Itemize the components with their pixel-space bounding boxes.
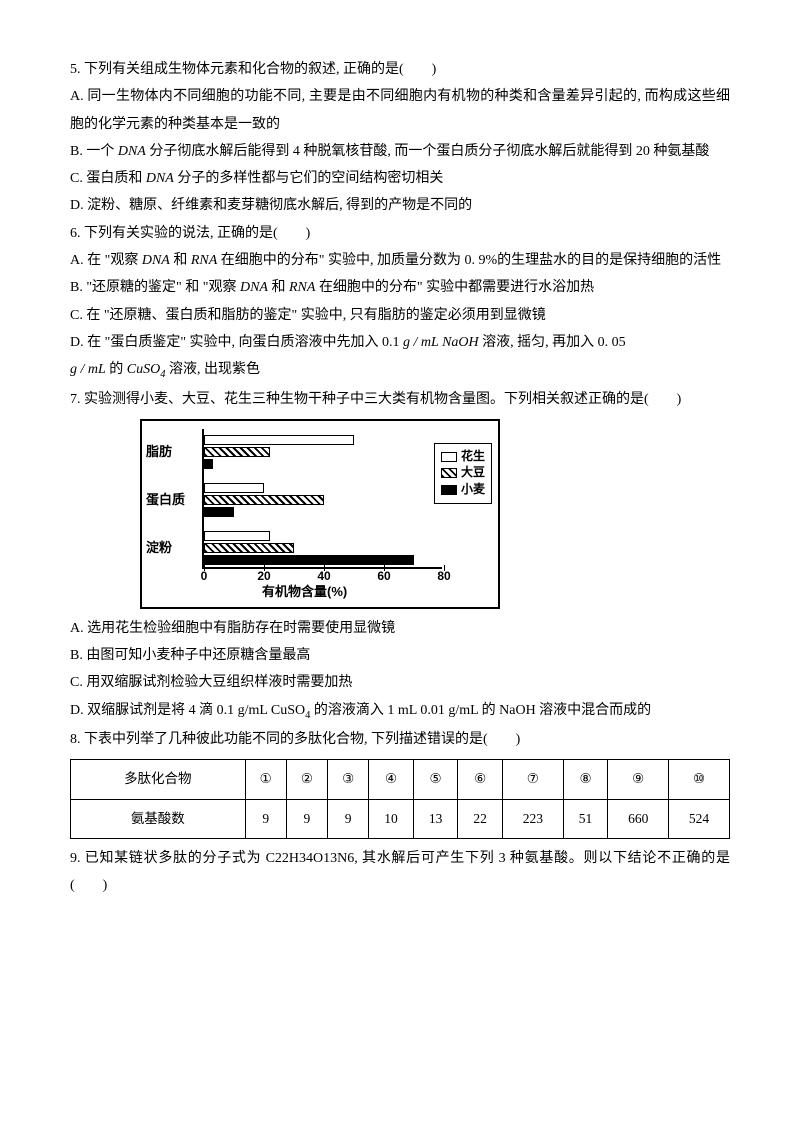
cuso4-text: CuSO: [127, 362, 160, 377]
q7-stem: 7. 实验测得小麦、大豆、花生三种生物干种子中三大类有机物含量图。下列相关叙述正…: [70, 386, 730, 413]
ylabel-protein: 蛋白质: [146, 487, 185, 512]
dna-text: DNA: [142, 253, 170, 268]
cell: 660: [608, 799, 669, 838]
tick-80: 80: [437, 565, 450, 588]
q6-option-d: D. 在 "蛋白质鉴定" 实验中, 向蛋白质溶液中先加入 0.1 g / mL …: [70, 329, 730, 356]
cell: 13: [413, 799, 458, 838]
chart-xlabel: 有机物含量(%): [262, 579, 347, 604]
bar-area: 0 20 40 60 80: [202, 429, 442, 569]
bar-star-wheat: [204, 555, 414, 565]
text: B. "还原糖的鉴定" 和 "观察: [70, 280, 240, 295]
table-row: 氨基酸数 9 9 9 10 13 22 223 51 660 524: [71, 799, 730, 838]
gpml-text: g / mL: [403, 335, 439, 350]
text: C. 蛋白质和: [70, 171, 146, 186]
q8-stem: 8. 下表中列举了几种彼此功能不同的多肽化合物, 下列描述错误的是( ): [70, 726, 730, 753]
row1-label: 多肽化合物: [71, 760, 246, 799]
dna-text: DNA: [240, 280, 268, 295]
text: 分子彻底水解后能得到 4 种脱氧核苷酸, 而一个蛋白质分子彻底水解后就能得到 2…: [146, 144, 710, 159]
q5-option-b: B. 一个 DNA 分子彻底水解后能得到 4 种脱氧核苷酸, 而一个蛋白质分子彻…: [70, 138, 730, 165]
text: D. 双缩脲试剂是将 4 滴 0.1 g/mL CuSO: [70, 703, 305, 718]
text: 溶液, 摇匀, 再加入 0. 05: [479, 335, 626, 350]
cell: ⑦: [502, 760, 563, 799]
gpml-text: g / mL: [70, 362, 106, 377]
bar-fat-soy: [204, 447, 270, 457]
text: 的溶液滴入 1 mL 0.01 g/mL 的 NaOH 溶液中混合而成的: [310, 703, 651, 718]
text: A. 在 "观察: [70, 253, 142, 268]
text: D. 在 "蛋白质鉴定" 实验中, 向蛋白质溶液中先加入 0.1: [70, 335, 403, 350]
naoh-text: NaOH: [439, 335, 479, 350]
organic-content-chart: 脂肪 蛋白质 淀粉 0 20 40 60 80 花生 大豆 小麦: [140, 419, 500, 609]
cell: 51: [563, 799, 608, 838]
bar-prot-peanut: [204, 483, 264, 493]
q5-option-d: D. 淀粉、糖原、纤维素和麦芽糖彻底水解后, 得到的产物是不同的: [70, 192, 730, 219]
cell: ⑥: [458, 760, 503, 799]
bar-fat-peanut: [204, 435, 354, 445]
q7-option-d: D. 双缩脲试剂是将 4 滴 0.1 g/mL CuSO4 的溶液滴入 1 mL…: [70, 697, 730, 726]
q7-option-b: B. 由图可知小麦种子中还原糖含量最高: [70, 642, 730, 669]
swatch-black: [441, 485, 457, 495]
q7-option-a: A. 选用花生检验细胞中有脂肪存在时需要使用显微镜: [70, 615, 730, 642]
cell: 9: [286, 799, 327, 838]
cell: ⑨: [608, 760, 669, 799]
cell: ④: [369, 760, 414, 799]
text: 在细胞中的分布" 实验中, 加质量分数为 0. 9%的生理盐水的目的是保持细胞的…: [217, 253, 721, 268]
text: 溶液, 出现紫色: [166, 362, 261, 377]
swatch-hatch: [441, 468, 457, 478]
ylabel-fat: 脂肪: [146, 439, 172, 464]
cell: ③: [328, 760, 369, 799]
text: 在细胞中的分布" 实验中都需要进行水浴加热: [315, 280, 594, 295]
q6-stem: 6. 下列有关实验的说法, 正确的是( ): [70, 220, 730, 247]
bar-star-peanut: [204, 531, 270, 541]
q7-option-c: C. 用双缩脲试剂检验大豆组织样液时需要加热: [70, 669, 730, 696]
q6-option-d-cont: g / mL 的 CuSO4 溶液, 出现紫色: [70, 356, 730, 385]
text: 分子的多样性都与它们的空间结构密切相关: [174, 171, 444, 186]
cell: ⑩: [669, 760, 730, 799]
peptide-table: 多肽化合物 ① ② ③ ④ ⑤ ⑥ ⑦ ⑧ ⑨ ⑩ 氨基酸数 9 9 9 10 …: [70, 759, 730, 839]
q6-option-c: C. 在 "还原糖、蛋白质和脂肪的鉴定" 实验中, 只有脂肪的鉴定必须用到显微镜: [70, 302, 730, 329]
tick-0: 0: [201, 565, 208, 588]
bar-star-soy: [204, 543, 294, 553]
bar-prot-soy: [204, 495, 324, 505]
cell: 22: [458, 799, 503, 838]
text: 的: [106, 362, 127, 377]
text: 和: [170, 253, 191, 268]
cell: 223: [502, 799, 563, 838]
rna-text: RNA: [289, 280, 315, 295]
cell: ②: [286, 760, 327, 799]
tick-60: 60: [377, 565, 390, 588]
rna-text: RNA: [191, 253, 217, 268]
table-row: 多肽化合物 ① ② ③ ④ ⑤ ⑥ ⑦ ⑧ ⑨ ⑩: [71, 760, 730, 799]
cell: 524: [669, 799, 730, 838]
chart-legend: 花生 大豆 小麦: [434, 443, 492, 504]
q5-stem: 5. 下列有关组成生物体元素和化合物的叙述, 正确的是( ): [70, 56, 730, 83]
legend-soy: 大豆: [461, 465, 485, 481]
q9-stem: 9. 已知某链状多肽的分子式为 C22H34O13N6, 其水解后可产生下列 3…: [70, 845, 730, 900]
bar-prot-wheat: [204, 507, 234, 517]
row2-label: 氨基酸数: [71, 799, 246, 838]
q5-option-a: A. 同一生物体内不同细胞的功能不同, 主要是由不同细胞内有机物的种类和含量差异…: [70, 83, 730, 138]
cell: 9: [245, 799, 286, 838]
q6-option-a: A. 在 "观察 DNA 和 RNA 在细胞中的分布" 实验中, 加质量分数为 …: [70, 247, 730, 274]
cell: ⑧: [563, 760, 608, 799]
dna-text: DNA: [118, 144, 146, 159]
text: B. 一个: [70, 144, 118, 159]
q6-option-b: B. "还原糖的鉴定" 和 "观察 DNA 和 RNA 在细胞中的分布" 实验中…: [70, 274, 730, 301]
cell: ⑤: [413, 760, 458, 799]
cell: 9: [328, 799, 369, 838]
swatch-white: [441, 452, 457, 462]
legend-peanut: 花生: [461, 449, 485, 465]
dna-text: DNA: [146, 171, 174, 186]
cell: ①: [245, 760, 286, 799]
cell: 10: [369, 799, 414, 838]
ylabel-starch: 淀粉: [146, 535, 172, 560]
bar-fat-wheat: [204, 459, 213, 469]
text: 和: [268, 280, 289, 295]
q5-option-c: C. 蛋白质和 DNA 分子的多样性都与它们的空间结构密切相关: [70, 165, 730, 192]
legend-wheat: 小麦: [461, 482, 485, 498]
